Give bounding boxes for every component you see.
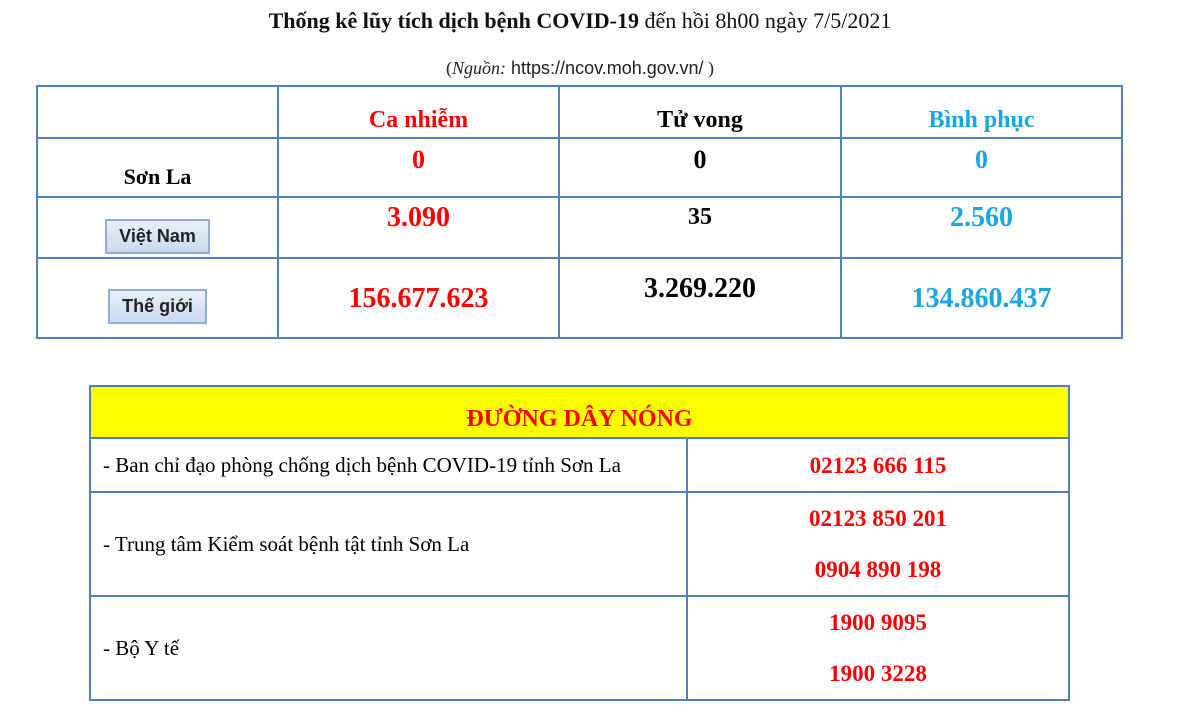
- table-row: Sơn La 0 0 0: [36, 137, 1123, 198]
- world-infected: 156.677.623: [277, 257, 560, 339]
- hotline-phone[interactable]: 1900 9095: [829, 610, 927, 635]
- hotline-row: - Bộ Y tế 1900 9095 1900 3228: [89, 595, 1070, 701]
- header-recovered: Bình phục: [840, 85, 1123, 139]
- world-deaths: 3.269.220: [558, 257, 842, 339]
- viet-nam-infected: 3.090: [277, 196, 560, 259]
- hotline-phone[interactable]: 02123 666 115: [809, 452, 947, 478]
- hotline-row: - Trung tâm Kiểm soát bệnh tật tỉnh Sơn …: [89, 491, 1070, 597]
- page-title: Thống kê lũy tích dịch bệnh COVID-19 đến…: [268, 8, 892, 33]
- the-gioi-button[interactable]: Thế giới: [108, 288, 207, 324]
- hotline-table: ĐƯỜNG DÂY NÓNG - Ban chỉ đạo phòng chống…: [89, 385, 1070, 701]
- hotline-label: - Bộ Y tế: [89, 595, 688, 701]
- hotline-phone[interactable]: 1900 3228: [829, 661, 927, 686]
- table-row: Thế giới 156.677.623 3.269.220 134.860.4…: [36, 257, 1123, 339]
- source-url[interactable]: https://ncov.moh.gov.vn/: [506, 58, 704, 78]
- viet-nam-button[interactable]: Việt Nam: [105, 219, 210, 254]
- empty-header-cell: [36, 85, 279, 139]
- world-recovered: 134.860.437: [840, 257, 1123, 339]
- hotline-label: - Ban chỉ đạo phòng chống dịch bệnh COVI…: [89, 437, 688, 493]
- stats-table: Ca nhiễm Tử vong Bình phục Sơn La 0 0 0 …: [36, 85, 1123, 339]
- hotline-row: - Ban chỉ đạo phòng chống dịch bệnh COVI…: [89, 437, 1070, 493]
- source-line: (Nguồn: https://ncov.moh.gov.vn/ ): [446, 58, 714, 78]
- son-la-infected: 0: [277, 137, 560, 198]
- row-label-son-la: Sơn La: [36, 137, 279, 198]
- header-deaths: Tử vong: [558, 85, 842, 139]
- hotline-label: - Trung tâm Kiểm soát bệnh tật tỉnh Sơn …: [89, 491, 688, 597]
- hotline-title: ĐƯỜNG DÂY NÓNG: [89, 385, 1070, 439]
- viet-nam-recovered: 2.560: [840, 196, 1123, 259]
- son-la-deaths: 0: [558, 137, 842, 198]
- hotline-phone[interactable]: 0904 890 198: [814, 557, 942, 582]
- viet-nam-deaths: 35: [558, 196, 842, 259]
- header-infected: Ca nhiễm: [277, 85, 560, 139]
- son-la-recovered: 0: [840, 137, 1123, 198]
- hotline-phone[interactable]: 02123 850 201: [809, 506, 947, 531]
- table-row: Việt Nam 3.090 35 2.560: [36, 196, 1123, 259]
